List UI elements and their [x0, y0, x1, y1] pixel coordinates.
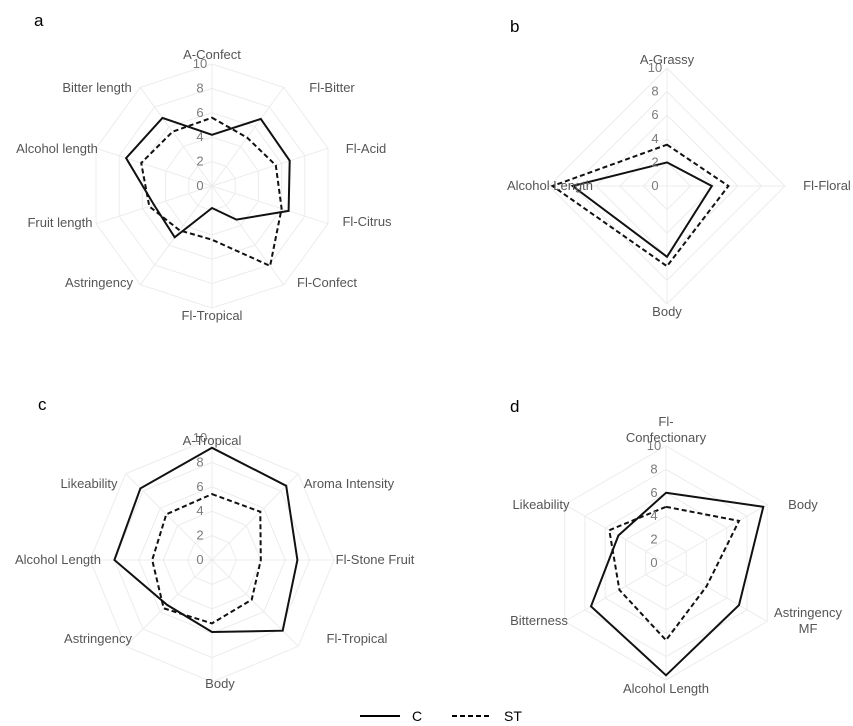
series-c-polygon	[124, 116, 291, 239]
grid-spoke	[211, 185, 329, 225]
axis-label: Astringency	[65, 275, 133, 290]
axis-label: Fl-Tropical	[327, 631, 388, 646]
tick-label: 8	[650, 461, 657, 476]
axis-label: Fl-Confectionary	[626, 414, 707, 445]
tick-label: 8	[196, 80, 203, 95]
series-c-polygon	[589, 491, 765, 677]
series-st-polygon	[140, 116, 283, 268]
axis-label: Astringency	[64, 631, 132, 646]
axis-label: Bitterness	[510, 613, 568, 628]
tick-label: 0	[196, 552, 203, 567]
series-st-polygon	[151, 493, 262, 625]
axis-label: Fl-Floral	[803, 178, 851, 193]
tick-label: 2	[650, 532, 657, 547]
axis-label: Fl-Bitter	[309, 80, 355, 95]
series-c-polygon	[570, 161, 714, 259]
panel-letter: d	[510, 397, 519, 416]
grid-spoke	[211, 473, 299, 561]
axis-label: Body	[205, 676, 235, 691]
grid-spoke	[125, 559, 213, 647]
grid-spoke	[564, 562, 667, 622]
axis-label: Likeability	[60, 476, 118, 491]
series-st-polygon	[608, 505, 741, 642]
grid-spoke	[665, 504, 768, 564]
tick-label: 10	[647, 438, 661, 453]
axis-label: A-Grassy	[640, 52, 695, 67]
axis-label: Alcohol Length	[623, 681, 709, 696]
panel-letter: a	[34, 11, 44, 30]
axis-label: Bitter length	[62, 80, 131, 95]
tick-label: 10	[193, 56, 207, 71]
radar-panel-c: c 0 2 4 6 8 10A-Tropical Aroma Intensity Fl-Ston…	[15, 395, 415, 691]
tick-label: 2	[651, 154, 658, 169]
grid-spoke	[564, 504, 667, 564]
grid-spoke	[211, 147, 329, 187]
tick-label: 6	[196, 105, 203, 120]
grid-spoke	[211, 559, 299, 647]
panel-letter: c	[38, 395, 47, 414]
tick-label: 8	[651, 84, 658, 99]
axis-label: Fl-Acid	[346, 141, 386, 156]
tick-label: 0	[651, 178, 658, 193]
axis-label: Body	[652, 304, 682, 319]
axis-label: Alcohol length	[16, 141, 98, 156]
tick-label: 4	[650, 508, 657, 523]
tick-label: 2	[196, 154, 203, 169]
tick-label: 8	[196, 454, 203, 469]
axis-label: A-Confect	[183, 47, 241, 62]
axis-label: Astringency MF	[774, 605, 842, 636]
legend: C ST	[360, 708, 522, 724]
axis-label: Fl-Tropical	[182, 308, 243, 323]
axis-label: Fl-Stone Fruit	[336, 552, 415, 567]
tick-label: 6	[650, 485, 657, 500]
tick-label: 4	[651, 131, 658, 146]
tick-label: 10	[193, 430, 207, 445]
axis-label: Body	[788, 497, 818, 512]
grid-spoke	[665, 562, 768, 622]
grid-spoke	[95, 147, 213, 187]
tick-label: 10	[648, 60, 662, 75]
axis-label: Alcohol Length	[15, 552, 101, 567]
tick-label: 6	[651, 107, 658, 122]
axis-label: Aroma Intensity	[304, 476, 395, 491]
axis-label: A-Tropical	[183, 433, 242, 448]
series-st-polygon	[550, 143, 730, 268]
tick-label: 4	[196, 129, 203, 144]
tick-label: 4	[196, 503, 203, 518]
tick-label: 2	[196, 528, 203, 543]
axis-label: Fruit length	[27, 215, 92, 230]
grid-spoke	[211, 87, 285, 187]
series-c-polygon	[113, 446, 299, 634]
tick-label: 6	[196, 479, 203, 494]
tick-label: 0	[196, 178, 203, 193]
axis-label: Alcohol Length	[507, 178, 593, 193]
axis-label: Fl-Citrus	[342, 214, 392, 229]
axis-label: Fl-Confect	[297, 275, 357, 290]
legend-label-c: C	[412, 708, 422, 724]
panel-letter: b	[510, 17, 519, 36]
grid-spoke	[211, 185, 285, 285]
radar-panel-a: a 0 2 4 6 8 10A-Confect Fl-Bitter Fl-Acid Fl-Citr…	[16, 11, 392, 323]
axis-label: Likeability	[512, 497, 570, 512]
radar-panel-b: b 0 2 4 6 8 10A-Grassy Fl-Floral Body Alcohol Len…	[507, 17, 851, 319]
tick-label: 0	[650, 555, 657, 570]
grid-spoke	[139, 87, 213, 187]
panels: a0246810A-ConfectFl-BitterFl-AcidFl-Citr…	[15, 11, 851, 696]
legend-label-st: ST	[504, 708, 522, 724]
